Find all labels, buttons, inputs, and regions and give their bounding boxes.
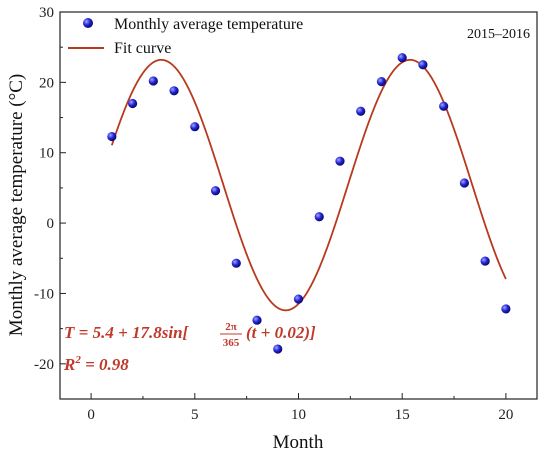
data-point xyxy=(190,122,200,132)
y-tick-label: 0 xyxy=(47,216,55,232)
x-tick-label: 0 xyxy=(87,407,95,423)
fit-equation: T = 5.4 + 17.8sin[ 2π 365 (t + 0.02)] R2… xyxy=(63,321,316,374)
svg-text:(t + 0.02)]: (t + 0.02)] xyxy=(246,323,316,342)
x-axis-ticks: 0 5 10 15 20 xyxy=(87,393,513,423)
data-point xyxy=(127,98,138,109)
data-point xyxy=(273,344,283,354)
x-tick-label: 5 xyxy=(191,407,199,423)
y-axis-title: Monthly average temperature (°C) xyxy=(6,74,27,336)
x-axis-title: Month xyxy=(273,432,324,453)
fit-curve-line xyxy=(110,58,507,312)
legend-marker-points xyxy=(83,18,93,28)
data-point xyxy=(501,304,511,314)
period-label: 2015–2016 xyxy=(467,27,530,42)
equation-frac-num: 2π xyxy=(225,321,237,333)
y-tick-label: -20 xyxy=(34,357,54,373)
data-point xyxy=(418,60,428,70)
data-point xyxy=(397,53,407,63)
fit-curve-group xyxy=(110,58,507,312)
legend-label-points: Monthly average temperature xyxy=(114,16,303,33)
y-tick-label: 10 xyxy=(39,146,54,162)
y-tick-label: 20 xyxy=(39,75,54,91)
data-point xyxy=(107,131,117,142)
legend: Monthly average temperature Fit curve xyxy=(68,16,303,57)
x-tick-label: 15 xyxy=(395,407,410,423)
equation-rhs: (t + 0.02)] xyxy=(246,323,316,342)
data-point xyxy=(459,178,470,188)
data-point xyxy=(439,101,449,111)
data-point xyxy=(335,156,345,166)
data-point xyxy=(210,186,221,196)
data-point xyxy=(356,106,366,116)
r2-label: R xyxy=(63,355,75,374)
svg-text:R2 = 0.98: R2 = 0.98 xyxy=(63,354,129,374)
data-point xyxy=(252,315,262,325)
x-tick-label: 10 xyxy=(291,407,306,423)
y-tick-label: 30 xyxy=(39,5,54,21)
y-tick-label: -10 xyxy=(34,286,54,302)
data-point xyxy=(148,76,158,86)
data-point xyxy=(293,294,304,304)
x-tick-label: 20 xyxy=(498,407,513,423)
equation-lhs: T = 5.4 + 17.8sin[ xyxy=(64,323,190,342)
equation-frac-den: 365 xyxy=(223,337,240,349)
y-axis-ticks: -20 -10 0 10 20 30 xyxy=(34,5,66,400)
legend-label-fit: Fit curve xyxy=(114,40,171,57)
data-point xyxy=(314,212,324,222)
r2-value: = 0.98 xyxy=(81,355,129,374)
data-points-group xyxy=(107,53,511,354)
r2-sup: 2 xyxy=(74,354,81,366)
data-point xyxy=(231,258,241,268)
data-point xyxy=(169,86,179,96)
svg-text:T = 5.4 + 17.8sin[: T = 5.4 + 17.8sin[ xyxy=(64,323,190,342)
data-point xyxy=(376,77,387,87)
data-point xyxy=(480,256,490,266)
